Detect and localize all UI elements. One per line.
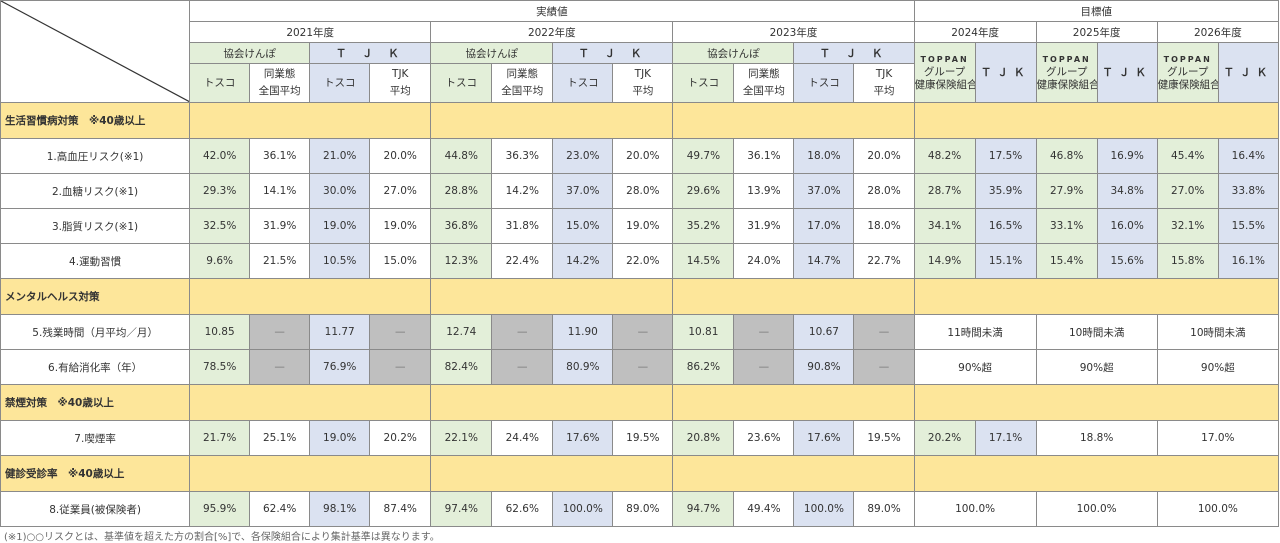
row-label: 7.喫煙率 [0, 420, 191, 456]
group-kyokai-2021: 協会けんぽ [189, 42, 311, 64]
sub-tjk-avg: TJK 平均 [853, 63, 915, 103]
toppan-line1: TOPPAN [1042, 55, 1091, 64]
group-tjk-2021: Ｔ Ｊ Ｋ [309, 42, 432, 64]
year-header-2021: 2021年度 [189, 21, 432, 43]
group-kyokai-2023: 協会けんぽ [672, 42, 795, 64]
year-header-2026: 2026年度 [1156, 21, 1280, 43]
table-row: 3.脂質リスク(※1) 32.5% 31.9% 19.0% 19.0% 36.8% 31… [0, 208, 1280, 244]
table-row: 8.従業員(被保険者) 95.9% 62.4% 98.1% 87.4% 97.4% 62… [0, 491, 1280, 527]
section-title-mental-health: メンタルヘルス対策 [0, 278, 191, 315]
sub-industry-avg: 同業態 全国平均 [249, 63, 311, 103]
group-toppan-2026: TOPPAN グループ 健康保険組合 [1156, 42, 1219, 103]
row-label: 3.脂質リスク(※1) [0, 208, 191, 244]
corner-cell [0, 0, 191, 103]
sub-tjk-avg: TJK 平均 [612, 63, 674, 103]
row-label: 2.血糖リスク(※1) [0, 173, 191, 209]
group-tjk-2026: ＴＪＫ [1217, 42, 1280, 103]
target-values-header: 目標値 [913, 0, 1280, 22]
section-title-smoking: 禁煙対策 ※40歳以上 [0, 384, 191, 421]
sub-tosco: トスコ [672, 63, 735, 103]
toppan-line3: 健康保険組合 [1157, 79, 1219, 91]
row-label: 1.高血圧リスク(※1) [0, 138, 191, 174]
toppan-line3: 健康保険組合 [1036, 79, 1098, 91]
year-header-2023: 2023年度 [672, 21, 915, 43]
toppan-line1: TOPPAN [920, 55, 969, 64]
toppan-line2: グループ [1045, 66, 1088, 78]
footnote: (※1)○○リスクとは、基準値を超えた方の割合[%]で、各保険組合により集計基準… [4, 532, 440, 543]
sub-tosco: トスコ [189, 63, 251, 103]
sub-industry-avg: 同業態 全国平均 [733, 63, 795, 103]
row-label: 5.残業時間（月平均／月） [0, 314, 191, 350]
group-toppan-2025: TOPPAN グループ 健康保険組合 [1035, 42, 1098, 103]
table-row: 2.血糖リスク(※1) 29.3% 14.1% 30.0% 27.0% 28.8% 14… [0, 173, 1280, 209]
toppan-line2: グループ [1167, 66, 1209, 78]
row-label: 8.従業員(被保険者) [0, 491, 191, 527]
group-tjk-2025: ＴＪＫ [1096, 42, 1158, 103]
sub-industry-avg: 同業態 全国平均 [491, 63, 554, 103]
group-tjk-2023: Ｔ Ｊ Ｋ [793, 42, 915, 64]
section-title-lifestyle: 生活習慣病対策 ※40歳以上 [0, 102, 191, 139]
toppan-line2: グループ [923, 66, 966, 78]
sub-tosco: トスコ [793, 63, 855, 103]
health-kpi-table: 実績値 目標値 2021年度 2022年度 2023年度 2024年度 2025… [0, 0, 1280, 527]
year-header-2025: 2025年度 [1035, 21, 1158, 43]
section-title-checkup: 健診受診率 ※40歳以上 [0, 455, 191, 492]
group-toppan-2024: TOPPAN グループ 健康保険組合 [913, 42, 976, 103]
group-kyokai-2022: 協会けんぽ [430, 42, 554, 64]
sub-tosco: トスコ [309, 63, 371, 103]
group-tjk-2024: ＴＪＫ [974, 42, 1037, 103]
group-tjk-2022: Ｔ Ｊ Ｋ [552, 42, 674, 64]
row-label: 6.有給消化率（年） [0, 349, 191, 385]
diagonal-line-icon [1, 1, 189, 102]
year-header-2022: 2022年度 [430, 21, 674, 43]
sub-tosco: トスコ [552, 63, 614, 103]
table-row: 6.有給消化率（年） 78.5% —76.9% — 82.4% —80.9% — 86.… [0, 349, 1280, 385]
table-row: 4.運動習慣 9.6% 21.5% 10.5% 15.0% 12.3% 22.4% 14.… [0, 243, 1280, 279]
actual-values-header: 実績値 [189, 0, 915, 22]
toppan-line3: 健康保険組合 [914, 79, 976, 91]
toppan-line1: TOPPAN [1163, 55, 1212, 64]
sub-tosco: トスコ [430, 63, 493, 103]
table-row: 5.残業時間（月平均／月） 10.85—11.77— 12.74—11.90— … [0, 314, 1280, 350]
year-header-2024: 2024年度 [913, 21, 1037, 43]
row-label: 4.運動習慣 [0, 243, 191, 279]
table-row: 7.喫煙率 21.7% 25.1% 19.0% 20.2% 22.1% 24.4% 17.… [0, 420, 1280, 456]
table-row: 1.高血圧リスク(※1) 42.0% 36.1% 21.0% 20.0% 44.8% 3… [0, 138, 1280, 174]
sub-tjk-avg: TJK 平均 [369, 63, 432, 103]
